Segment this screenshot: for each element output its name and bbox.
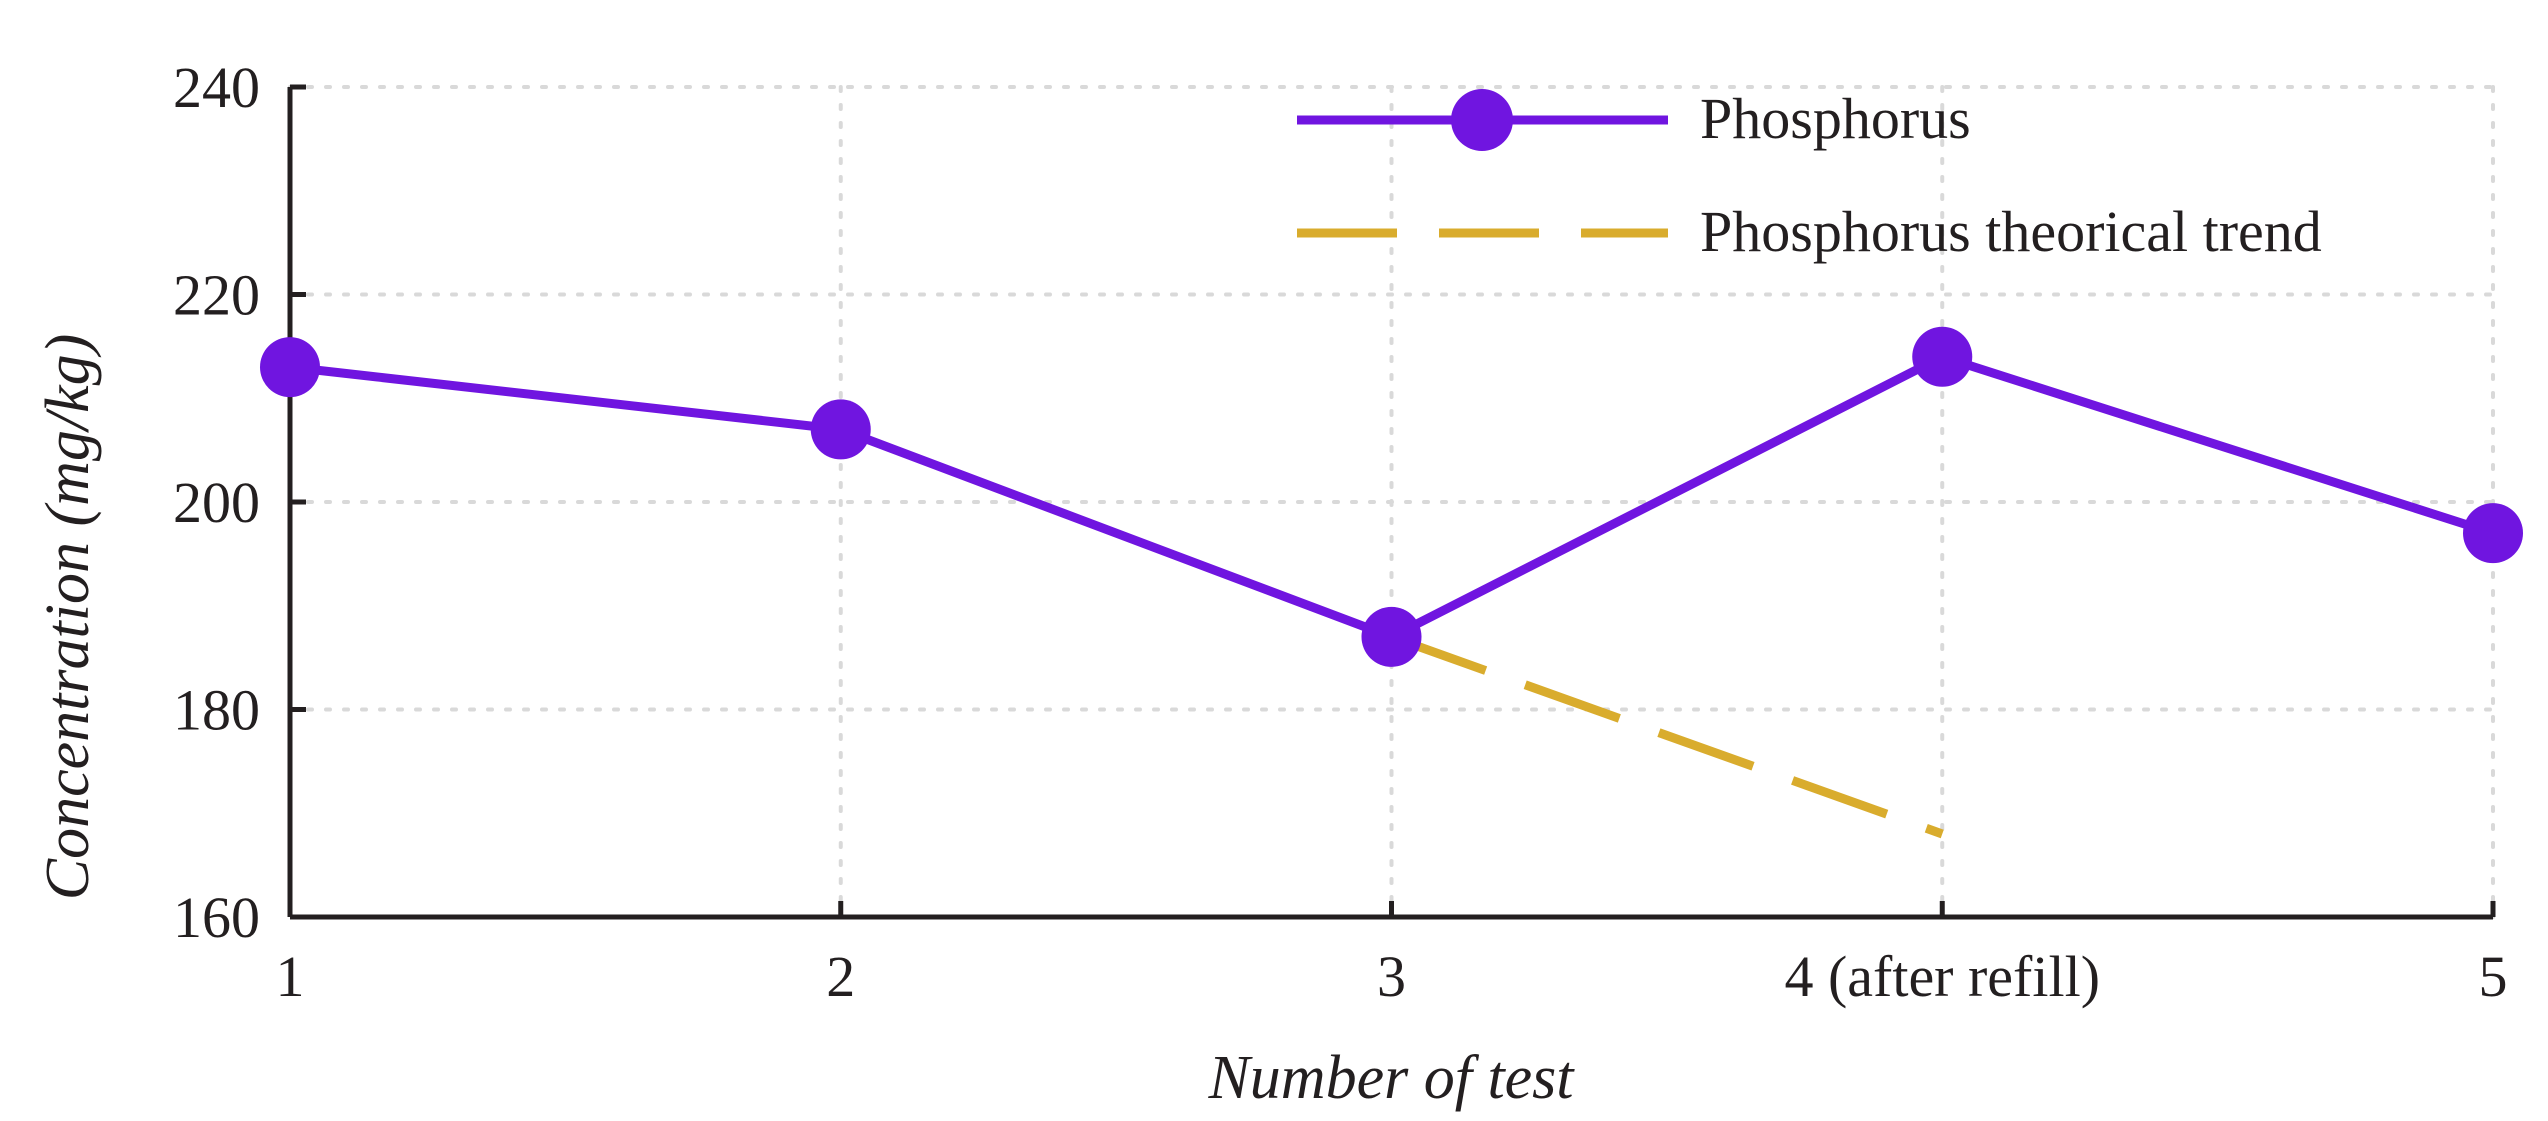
legend-marker-phosphorus bbox=[1451, 89, 1513, 151]
x-tick-label: 2 bbox=[826, 944, 855, 1009]
y-tick-labels: 160 180 200 220 240 bbox=[173, 55, 260, 950]
y-tick-label: 200 bbox=[173, 470, 260, 535]
series-line-1 bbox=[1389, 632, 1944, 839]
y-axis-title: Concentration (mg/kg) bbox=[34, 334, 102, 901]
legend: Phosphorus Phosphorus theorical trend bbox=[1297, 86, 2322, 264]
data-point bbox=[2463, 503, 2523, 564]
x-tick-label: 3 bbox=[1377, 944, 1406, 1009]
ticks bbox=[287, 84, 2496, 920]
y-tick-label: 160 bbox=[173, 885, 260, 950]
x-tick-label: 4 (after refill) bbox=[1784, 944, 2100, 1009]
data-point bbox=[810, 399, 871, 460]
y-tick-label: 180 bbox=[173, 678, 260, 743]
y-tick-label: 220 bbox=[173, 263, 260, 328]
legend-label-phosphorus: Phosphorus bbox=[1700, 86, 1971, 151]
x-axis-title: Number of test bbox=[1207, 1044, 1575, 1112]
x-tick-label: 5 bbox=[2479, 944, 2508, 1009]
series bbox=[260, 326, 2523, 839]
grid bbox=[288, 85, 2495, 919]
data-point bbox=[1912, 326, 1973, 387]
x-tick-labels: 1 2 3 4 (after refill) 5 bbox=[276, 944, 2508, 1009]
data-point bbox=[1361, 606, 1422, 667]
data-point bbox=[260, 337, 320, 398]
x-tick-label: 1 bbox=[276, 944, 305, 1009]
y-tick-label: 240 bbox=[173, 55, 260, 120]
legend-label-theoretical-trend: Phosphorus theorical trend bbox=[1700, 199, 2322, 264]
